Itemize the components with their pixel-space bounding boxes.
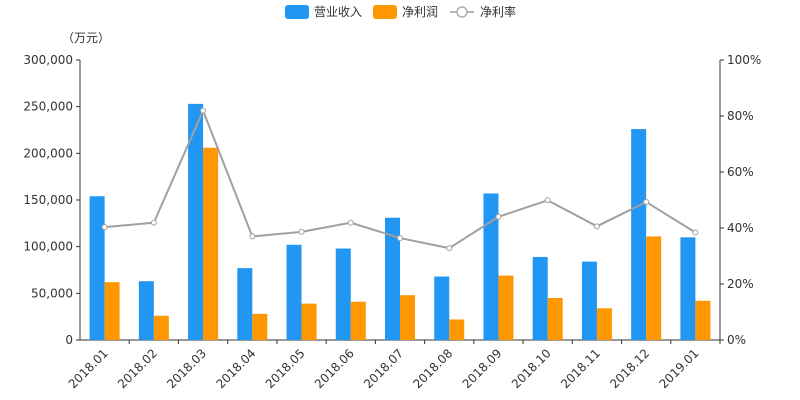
legend-label-revenue: 营业收入 bbox=[314, 5, 362, 19]
bar-revenue bbox=[532, 256, 548, 340]
legend-marker-net-margin bbox=[456, 6, 468, 18]
net-margin-point bbox=[544, 197, 551, 204]
bar-net-profit bbox=[301, 303, 317, 340]
net-margin-point bbox=[150, 219, 157, 226]
line-series bbox=[101, 107, 699, 252]
x-tick-label: 2019.01 bbox=[657, 346, 702, 391]
bar-revenue bbox=[188, 103, 204, 340]
x-tick-label: 2018.06 bbox=[312, 346, 357, 391]
bar-revenue bbox=[631, 129, 647, 340]
net-margin-point bbox=[692, 229, 699, 236]
legend-label-net-profit: 净利润 bbox=[402, 5, 438, 19]
net-margin-point bbox=[347, 219, 354, 226]
bar-net-profit bbox=[449, 319, 465, 340]
bars bbox=[89, 103, 711, 340]
legend-swatch-revenue bbox=[285, 5, 309, 19]
x-tick-label: 2018.01 bbox=[66, 346, 111, 391]
bar-net-profit bbox=[400, 295, 415, 340]
bar-net-profit bbox=[596, 308, 612, 340]
x-tick-label: 2018.04 bbox=[213, 346, 258, 391]
net-margin-point bbox=[249, 233, 256, 240]
net-margin-point bbox=[446, 245, 453, 252]
legend-label-net-margin: 净利率 bbox=[480, 4, 516, 19]
y-right-tick-label: 100% bbox=[727, 53, 761, 67]
bar-net-profit bbox=[646, 236, 662, 340]
bar-net-profit bbox=[104, 282, 120, 340]
x-tick-label: 2018.07 bbox=[361, 346, 406, 391]
bar-revenue bbox=[138, 281, 154, 340]
bar-revenue bbox=[434, 276, 450, 340]
bar-net-profit bbox=[252, 313, 268, 340]
net-margin-point bbox=[495, 213, 502, 220]
bar-net-profit bbox=[547, 298, 563, 340]
y-right-tick-label: 40% bbox=[727, 221, 754, 235]
unit-label: （万元） bbox=[62, 31, 110, 45]
net-margin-point bbox=[200, 107, 207, 114]
y-right-tick-label: 60% bbox=[727, 165, 754, 179]
bar-net-profit bbox=[153, 315, 169, 340]
y-left-tick-label: 250,000 bbox=[23, 100, 73, 114]
x-tick-label: 2018.12 bbox=[607, 346, 652, 391]
y-right-tick-label: 20% bbox=[727, 277, 754, 291]
bar-net-profit bbox=[695, 300, 711, 340]
x-tick-label: 2018.05 bbox=[263, 346, 308, 391]
y-right-tick-label: 0% bbox=[727, 333, 746, 347]
net-margin-point bbox=[101, 224, 108, 231]
bar-revenue bbox=[237, 268, 253, 340]
net-margin-point bbox=[298, 228, 305, 235]
y-right-tick-label: 80% bbox=[727, 109, 754, 123]
y-left-tick-label: 150,000 bbox=[23, 193, 73, 207]
y-left-tick-label: 0 bbox=[65, 333, 73, 347]
bar-net-profit bbox=[203, 147, 219, 340]
bar-revenue bbox=[483, 193, 499, 340]
x-tick-label: 2018.02 bbox=[115, 346, 160, 391]
x-tick-label: 2018.09 bbox=[460, 346, 505, 391]
net-margin-point bbox=[397, 235, 403, 242]
legend-swatch-net-profit bbox=[373, 5, 397, 19]
x-tick-label: 2018.03 bbox=[164, 346, 209, 391]
bar-revenue bbox=[89, 196, 105, 340]
bar-revenue bbox=[335, 248, 351, 340]
bar-revenue bbox=[581, 261, 597, 340]
bar-net-profit bbox=[350, 301, 366, 340]
net-margin-point bbox=[593, 223, 600, 230]
x-tick-label: 2018.10 bbox=[509, 346, 554, 391]
bar-net-profit bbox=[498, 275, 514, 340]
y-left-tick-label: 300,000 bbox=[23, 53, 73, 67]
net-margin-point bbox=[643, 198, 650, 205]
y-left-tick-label: 200,000 bbox=[23, 146, 73, 160]
x-tick-label: 2018.11 bbox=[558, 346, 603, 391]
bar-revenue bbox=[680, 237, 696, 340]
bar-revenue bbox=[385, 217, 400, 340]
legend: 营业收入 净利润 净利率 bbox=[285, 4, 516, 19]
x-tick-label: 2018.08 bbox=[410, 346, 455, 391]
bar-revenue bbox=[286, 244, 302, 340]
y-left-tick-label: 50,000 bbox=[31, 286, 73, 300]
y-left-tick-label: 100,000 bbox=[23, 240, 73, 254]
